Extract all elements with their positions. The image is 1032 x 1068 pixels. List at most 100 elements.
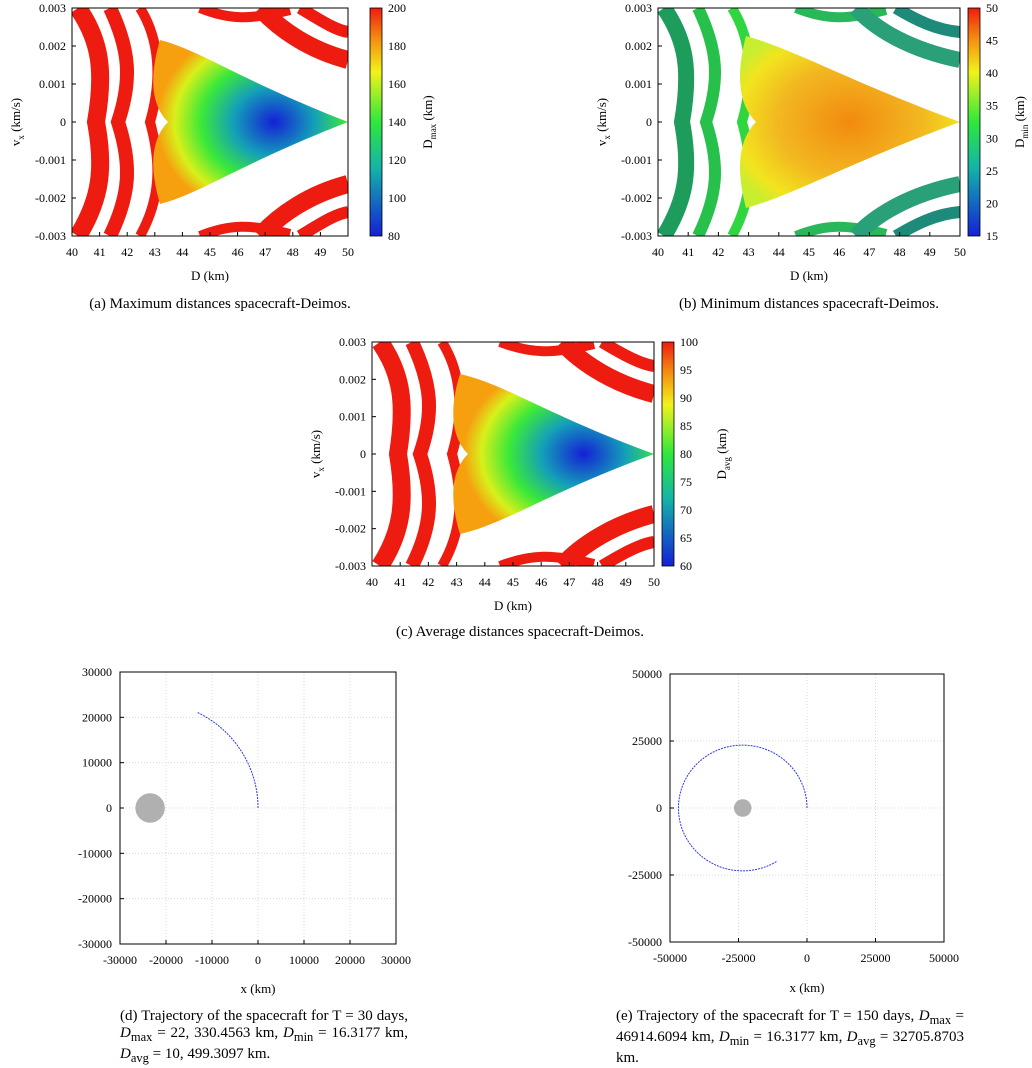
colorbar-a-tick-label: 160 — [388, 77, 406, 91]
colorbar-a-tick-label: 80 — [388, 229, 400, 243]
colorbar-b-tick-label: 50 — [986, 1, 998, 15]
heatmap-a-xlabel: D (km) — [191, 268, 229, 283]
plot-e-xtick-label: -50000 — [653, 951, 687, 965]
heatmap-b-xtick-label: 40 — [652, 245, 664, 259]
plot-d-xtick-label: 10000 — [289, 953, 319, 967]
heatmap-a-xtick-label: 47 — [259, 245, 271, 259]
plot-d-ytick-label: 10000 — [82, 756, 112, 770]
heatmap-b-xtick-label: 43 — [743, 245, 755, 259]
heatmap-b-ytick-label: 0.002 — [625, 39, 652, 53]
heatmap-b-xtick-label: 41 — [682, 245, 694, 259]
colorbar-c-tick-label: 80 — [680, 447, 692, 461]
heatmap-c-xtick-label: 44 — [479, 575, 491, 589]
deimos-body-e — [733, 799, 752, 817]
colorbar-c — [661, 341, 675, 567]
colorbar-c-tick-label: 65 — [680, 531, 692, 545]
panel-b: 0.003 0.002 0.001 0 -0.001 -0.002 -0.003 40 41 4… — [586, 0, 1032, 300]
plot-e-ytick-label: 50000 — [632, 667, 662, 681]
heatmap-a-ytick-label: -0.001 — [35, 153, 66, 167]
plot-e-ytick-label: -50000 — [628, 935, 662, 949]
colorbar-a-label: Dmax (km) — [420, 95, 438, 148]
heatmap-c-yticks: 0.003 0.002 0.001 0 -0.001 -0.002 -0.003 — [335, 335, 376, 573]
heatmap-c-xtick-label: 50 — [648, 575, 660, 589]
panel-c: 0.003 0.002 0.001 0 -0.001 -0.002 -0.003 40 41 4… — [300, 334, 740, 624]
heatmap-a-ylabel: vx (km/s) — [8, 98, 26, 146]
plot-e-xlabel: x (km) — [789, 980, 824, 995]
heatmap-b-ytick-label: 0.001 — [625, 77, 652, 91]
heatmap-a-xtick-label: 42 — [121, 245, 133, 259]
heatmap-a-xtick-label: 48 — [287, 245, 299, 259]
plot-d-yticks: 30000 20000 10000 0 -10000 -20000 -30000 — [78, 665, 124, 951]
colorbar-c-tick-label: 90 — [680, 391, 692, 405]
plot-d-ytick-label: -20000 — [78, 892, 112, 906]
heatmap-c-field — [372, 342, 654, 566]
heatmap-a-ytick-label: -0.003 — [35, 229, 66, 243]
heatmap-b-xtick-label: 46 — [833, 245, 845, 259]
heatmap-c-ytick-label: 0.002 — [339, 372, 366, 386]
colorbar-c-tick-label: 70 — [680, 503, 692, 517]
heatmap-c-xlabel: D (km) — [494, 598, 532, 613]
heatmap-c-ytick-label: 0 — [360, 447, 366, 461]
heatmap-c-xtick-label: 45 — [507, 575, 519, 589]
heatmap-b-xticks: 40 41 42 43 44 45 46 47 48 49 50 — [652, 232, 966, 259]
heatmap-a-xtick-label: 43 — [149, 245, 161, 259]
panel-a: 0.003 0.002 0.001 0 -0.001 -0.002 -0.003 40 41 4… — [0, 0, 440, 300]
trajectory-plot-e: 50000 25000 0 -25000 -50000 -50000 -25000 0 250… — [628, 667, 959, 995]
heatmap-c-xtick-label: 42 — [422, 575, 434, 589]
plot-d-xtick-label: -30000 — [103, 953, 137, 967]
plot-e-xticks: -50000 -25000 0 25000 50000 — [653, 938, 959, 965]
heatmap-b-ytick-label: 0 — [646, 115, 652, 129]
plot-e-xtick-label: 0 — [804, 951, 810, 965]
colorbar-b-tick-label: 35 — [986, 99, 998, 113]
plot-d-ytick-label: -10000 — [78, 846, 112, 860]
colorbar-a-ticks: 200 180 160 140 120 100 80 — [388, 1, 406, 243]
heatmap-c-ytick-label: 0.001 — [339, 410, 366, 424]
heatmap-b-yticks: 0.003 0.002 0.001 0 -0.001 -0.002 -0.003 — [621, 1, 662, 243]
plot-e-xtick-label: 25000 — [861, 951, 891, 965]
heatmap-a-xtick-label: 44 — [176, 245, 188, 259]
heatmap-a-field — [72, 8, 348, 236]
heatmap-a-ytick-label: 0.002 — [39, 39, 66, 53]
heatmap-b-xtick-label: 44 — [773, 245, 785, 259]
plot-d-xticks: -30000 -20000 -10000 0 10000 20000 30000 — [103, 940, 411, 967]
caption-c: (c) Average distances spacecraft-Deimos. — [396, 624, 644, 640]
colorbar-b-tick-label: 30 — [986, 131, 998, 145]
plot-d-xtick-label: -10000 — [195, 953, 229, 967]
colorbar-a-tick-label: 100 — [388, 191, 406, 205]
plot-e-xtick-label: -25000 — [722, 951, 756, 965]
plot-d-xlabel: x (km) — [240, 981, 275, 996]
heatmap-b-xtick-label: 49 — [924, 245, 936, 259]
colorbar-c-label: Davg (km) — [714, 429, 732, 480]
colorbar-a-tick-label: 200 — [388, 1, 406, 15]
heatmap-b-ytick-label: -0.003 — [621, 229, 652, 243]
colorbar-b-tick-label: 45 — [986, 34, 998, 48]
heatmap-c-ytick-label: -0.001 — [335, 484, 366, 498]
heatmap-b-ylabel: vx (km/s) — [594, 98, 612, 146]
heatmap-b-xlabel: D (km) — [790, 268, 828, 283]
heatmap-c-ytick-label: 0.003 — [339, 335, 366, 349]
heatmap-b-xtick-label: 42 — [712, 245, 724, 259]
colorbar-c-tick-label: 75 — [680, 475, 692, 489]
heatmap-a-xtick-label: 49 — [314, 245, 326, 259]
caption-a: (a) Maximum distances spacecraft-Deimos. — [89, 296, 351, 312]
heatmap-b-field — [658, 8, 960, 236]
plot-d-xtick-label: 20000 — [335, 953, 365, 967]
panel-d: 30000 20000 10000 0 -10000 -20000 -30000 -3000… — [60, 664, 420, 1004]
heatmap-c-xtick-label: 46 — [535, 575, 547, 589]
heatmap-a-yticks: 0.003 0.002 0.001 0 -0.001 -0.002 -0.003 — [35, 1, 76, 243]
plot-d-xtick-label: -20000 — [149, 953, 183, 967]
heatmap-a-ytick-label: 0.003 — [39, 1, 66, 15]
plot-d-xtick-label: 30000 — [381, 953, 411, 967]
heatmap-c-xtick-label: 49 — [620, 575, 632, 589]
plot-d-xtick-label: 0 — [255, 953, 261, 967]
trajectory-d — [197, 711, 259, 808]
colorbar-b-label: Dmin (km) — [1012, 96, 1030, 148]
heatmap-b-xtick-label: 45 — [803, 245, 815, 259]
heatmap-c-ylabel: vx (km/s) — [308, 430, 326, 478]
colorbar-a-tick-label: 120 — [388, 153, 406, 167]
caption-b: (b) Minimum distances spacecraft-Deimos. — [679, 296, 939, 312]
heatmap-c-xticks: 40 41 42 43 44 45 46 47 48 49 50 — [366, 562, 660, 589]
plot-e-ytick-label: 25000 — [632, 734, 662, 748]
